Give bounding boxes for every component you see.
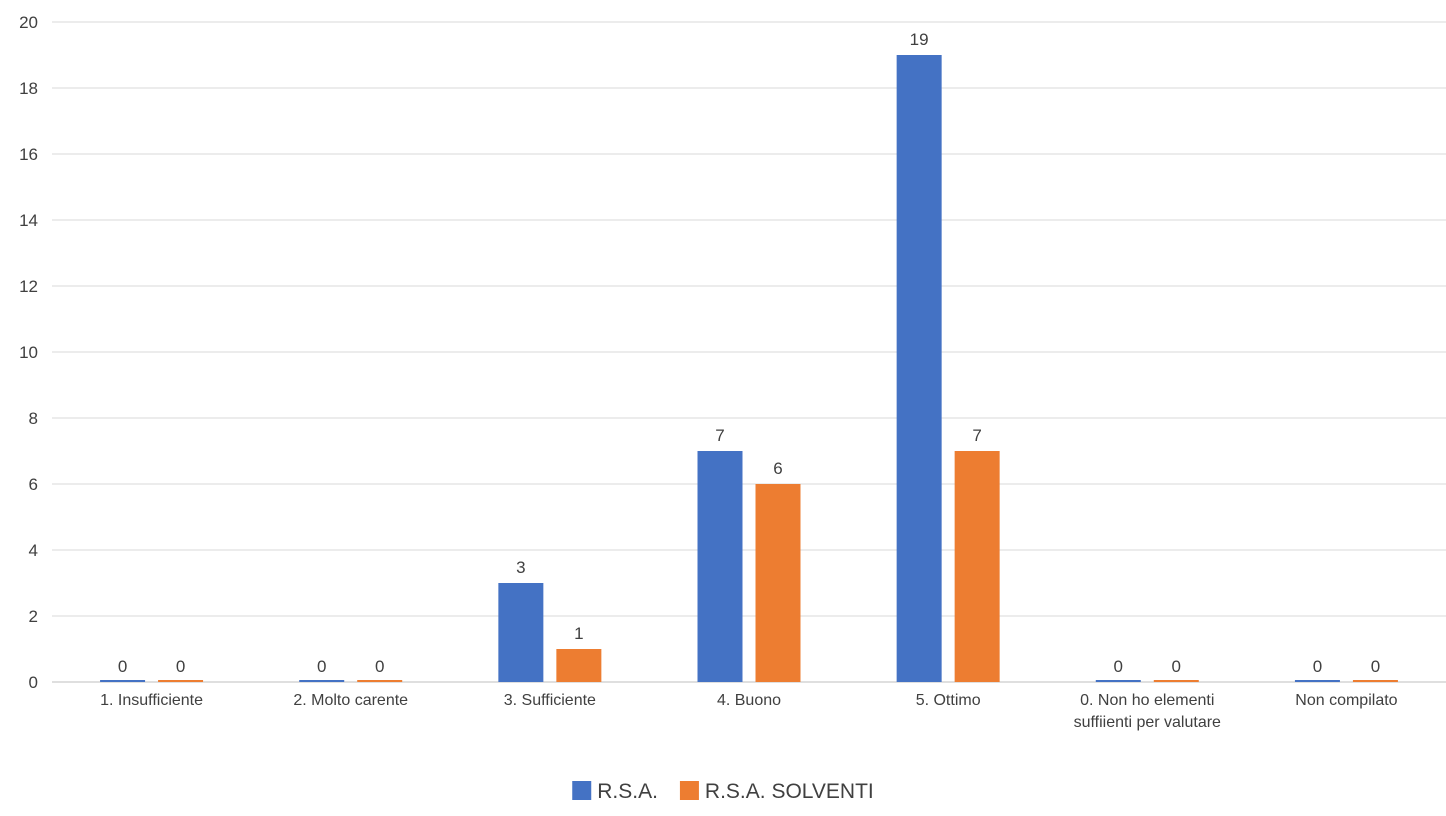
bar-rsa [100,680,146,682]
bar-rsa-solventi [158,680,204,682]
bar-rsa-solventi [357,680,403,682]
bar-rsa-solventi [1153,680,1199,682]
legend-swatch [679,781,699,800]
bar-rsa [299,680,345,682]
bar-rsa-solventi [1352,680,1398,682]
data-label: 6 [773,459,782,478]
bar-rsa [1294,680,1340,682]
bar-rsa [697,451,743,682]
gridlines [52,21,1446,683]
bar-rsa [498,583,544,682]
y-tick-label: 2 [29,607,38,626]
bar-rsa-solventi [755,484,801,682]
data-label: 0 [1371,657,1380,676]
x-tick-label: 0. Non ho elementi [1080,692,1214,709]
data-labels: 0 0 0 0 3 1 7 6 19 7 0 0 0 0 [118,30,1380,676]
legend-swatch [572,781,592,800]
data-label: 0 [118,657,127,676]
y-tick-label: 18 [19,79,38,98]
y-tick-label: 4 [29,541,38,560]
x-tick-label: suffiienti per valutare [1074,714,1221,731]
y-tick-label: 10 [19,343,38,362]
x-tick-label: 3. Sufficiente [504,692,596,709]
data-label: 19 [910,30,929,49]
x-tick-label: 1. Insufficiente [100,692,203,709]
bar-rsa-solventi [954,451,1000,682]
data-label: 7 [972,426,981,445]
data-label: 7 [715,426,724,445]
x-tick-label: 4. Buono [717,692,781,709]
bar-rsa [896,55,942,682]
y-tick-label: 8 [29,409,38,428]
data-label: 0 [1172,657,1181,676]
x-tick-label: 2. Molto carente [293,692,408,709]
legend-label: R.S.A. SOLVENTI [705,780,874,803]
x-axis-tick-labels: 1. Insufficiente 2. Molto carente 3. Suffi… [100,692,1398,731]
data-label: 0 [1114,657,1123,676]
data-label: 0 [317,657,326,676]
y-tick-label: 6 [29,475,38,494]
y-axis-tick-labels: 0 2 4 6 8 10 12 14 16 18 20 [19,13,38,692]
y-tick-label: 16 [19,145,38,164]
legend-label: R.S.A. [597,780,658,803]
data-label: 1 [574,624,583,643]
x-tick-label: 5. Ottimo [916,692,981,709]
legend: R.S.A. R.S.A. SOLVENTI [572,780,874,803]
bars [100,55,1398,682]
legend-item: R.S.A. SOLVENTI [679,780,874,803]
y-tick-label: 0 [29,673,38,692]
y-tick-label: 12 [19,277,38,296]
data-label: 0 [375,657,384,676]
bar-rsa [1095,680,1141,682]
data-label: 3 [516,558,525,577]
y-tick-label: 14 [19,211,38,230]
x-tick-label: Non compilato [1295,692,1397,709]
legend-item: R.S.A. [572,780,658,803]
data-label: 0 [176,657,185,676]
y-tick-label: 20 [19,13,38,32]
bar-rsa-solventi [556,649,602,682]
data-label: 0 [1313,657,1322,676]
